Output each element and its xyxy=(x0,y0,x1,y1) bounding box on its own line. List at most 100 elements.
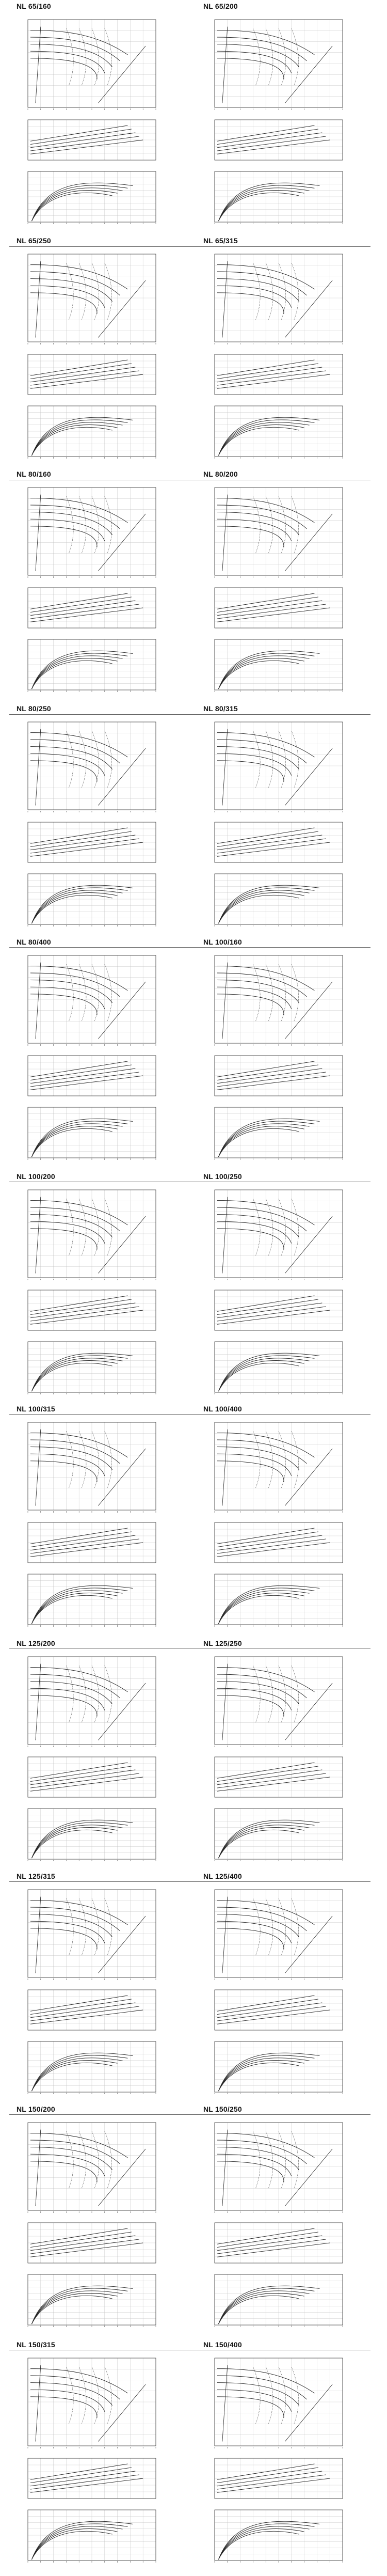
efficiency-curve xyxy=(31,890,123,924)
efficiency-panel-frame xyxy=(27,2509,156,2561)
head-curve xyxy=(217,1921,292,1943)
efficiency-contour xyxy=(66,730,74,788)
min-flow-line xyxy=(222,1429,228,1506)
efficiency-contour xyxy=(91,1898,100,1956)
head-curve xyxy=(30,2161,98,2182)
efficiency-curve xyxy=(31,1126,118,1157)
model-title: NL 150/250 xyxy=(203,2105,242,2113)
pump-chart-nl-150-400 xyxy=(214,2358,343,2563)
pump-chart-nl-65-250 xyxy=(27,254,156,459)
head-curve xyxy=(30,519,105,541)
pump-chart-nl-125-315 xyxy=(27,1889,156,2094)
pump-chart-nl-65-315 xyxy=(214,254,343,459)
head-curve xyxy=(30,739,120,764)
power-curve xyxy=(217,1535,322,1551)
efficiency-contour xyxy=(265,1898,273,1956)
efficiency-curve xyxy=(218,1353,320,1392)
head-curve xyxy=(30,972,120,997)
efficiency-contour xyxy=(265,28,273,86)
head-curve xyxy=(30,278,113,302)
power-curve xyxy=(217,831,318,847)
efficiency-contour xyxy=(253,2131,261,2189)
efficiency-contour xyxy=(78,496,87,554)
efficiency-contour xyxy=(104,28,112,86)
efficiency-panel-frame xyxy=(27,873,156,925)
efficiency-curve xyxy=(218,2528,304,2560)
efficiency-curve xyxy=(31,887,128,924)
efficiency-panel-frame xyxy=(27,1808,156,1860)
power-curve xyxy=(217,132,322,148)
efficiency-contour xyxy=(278,1898,286,1956)
head-curve xyxy=(30,2396,98,2418)
efficiency-curve xyxy=(218,1118,320,1157)
efficiency-contour xyxy=(278,496,286,554)
head-panel-frame xyxy=(214,254,343,342)
efficiency-contour xyxy=(66,496,74,554)
efficiency-curve xyxy=(218,1128,299,1157)
power-curve xyxy=(217,139,330,154)
efficiency-contour xyxy=(66,1198,74,1256)
head-curve xyxy=(30,1460,98,1482)
power-curve xyxy=(30,363,132,380)
efficiency-curve xyxy=(31,650,133,689)
power-panel-frame xyxy=(27,1989,156,2031)
efficiency-contour xyxy=(278,1198,286,1256)
npsh-curve xyxy=(98,513,146,571)
head-panel-frame xyxy=(27,1422,156,1511)
power-curve xyxy=(217,2471,322,2487)
efficiency-contour xyxy=(278,2366,286,2424)
min-flow-line xyxy=(222,261,228,338)
model-title: NL 100/200 xyxy=(17,1172,55,1181)
efficiency-curve xyxy=(31,1360,118,1392)
efficiency-curve xyxy=(31,660,112,689)
min-flow-line xyxy=(35,1197,41,1274)
efficiency-curve xyxy=(31,2055,128,2092)
power-curve xyxy=(217,1542,330,1557)
power-curve xyxy=(30,596,132,613)
head-curve xyxy=(217,1460,284,1482)
head-curve xyxy=(30,2382,113,2406)
efficiency-curve xyxy=(31,2521,133,2560)
model-title: NL 150/315 xyxy=(17,2341,55,2349)
efficiency-contour xyxy=(253,730,261,788)
power-panel-frame xyxy=(27,1055,156,1096)
pump-chart-nl-80-160 xyxy=(27,487,156,692)
head-panel-frame xyxy=(27,2358,156,2446)
efficiency-contour xyxy=(265,1198,273,1256)
head-panel-frame xyxy=(27,19,156,108)
efficiency-curve xyxy=(31,192,112,222)
model-title: NL 80/315 xyxy=(203,704,238,713)
power-curve xyxy=(30,2474,139,2490)
efficiency-curve xyxy=(31,2290,123,2324)
efficiency-curve xyxy=(31,1588,128,1624)
power-curve xyxy=(217,1310,330,1325)
efficiency-contour xyxy=(291,964,299,1022)
efficiency-contour xyxy=(291,1431,299,1488)
efficiency-curve xyxy=(31,655,123,689)
efficiency-contour xyxy=(104,964,112,1022)
power-curve xyxy=(217,2242,330,2257)
efficiency-contour xyxy=(78,2366,87,2424)
head-curve xyxy=(30,1907,120,1931)
power-curve xyxy=(30,1295,128,1312)
head-curve xyxy=(217,271,307,296)
power-curve xyxy=(217,604,326,619)
pump-chart-nl-100-315 xyxy=(27,1422,156,1627)
efficiency-curve xyxy=(218,2531,299,2560)
efficiency-curve xyxy=(218,2060,304,2092)
min-flow-line xyxy=(35,1429,41,1506)
efficiency-contour xyxy=(291,730,299,788)
power-curve xyxy=(217,827,315,844)
head-panel-frame xyxy=(214,19,343,108)
power-curve xyxy=(217,370,326,386)
power-curve xyxy=(30,2478,143,2493)
power-panel-frame xyxy=(27,1756,156,1798)
efficiency-contour xyxy=(104,1198,112,1256)
efficiency-contour xyxy=(78,1898,87,1956)
power-curve xyxy=(217,835,322,851)
head-curve xyxy=(217,1695,284,1717)
power-curve xyxy=(217,2002,322,2018)
efficiency-curve xyxy=(31,2293,118,2324)
model-title: NL 80/200 xyxy=(203,470,238,478)
head-curve xyxy=(217,1688,292,1710)
